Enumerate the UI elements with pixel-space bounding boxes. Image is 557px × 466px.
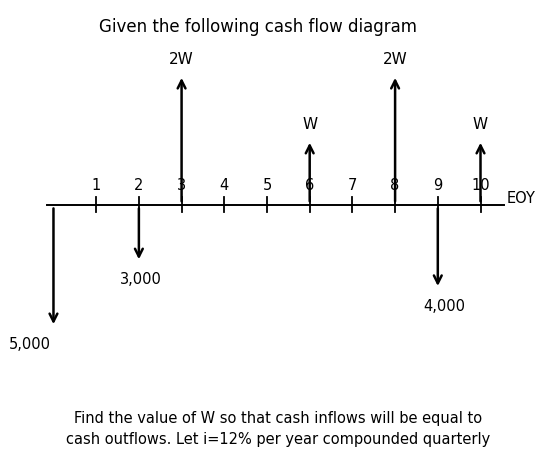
Text: 3: 3 bbox=[177, 178, 186, 192]
Text: 2: 2 bbox=[134, 178, 144, 192]
Text: 8: 8 bbox=[390, 178, 400, 192]
Text: Find the value of W so that cash inflows will be equal to
cash outflows. Let i=1: Find the value of W so that cash inflows… bbox=[66, 411, 491, 447]
Text: 9: 9 bbox=[433, 178, 442, 192]
Text: 6: 6 bbox=[305, 178, 314, 192]
Text: W: W bbox=[473, 117, 488, 132]
Text: Given the following cash flow diagram: Given the following cash flow diagram bbox=[100, 18, 417, 36]
Text: 5,000: 5,000 bbox=[9, 337, 51, 352]
Text: 4: 4 bbox=[219, 178, 229, 192]
Text: 3,000: 3,000 bbox=[120, 272, 162, 287]
Text: 4,000: 4,000 bbox=[423, 299, 465, 314]
Text: 10: 10 bbox=[471, 178, 490, 192]
Text: 2W: 2W bbox=[383, 52, 408, 68]
Text: 2W: 2W bbox=[169, 52, 194, 68]
Text: 5: 5 bbox=[262, 178, 272, 192]
Text: W: W bbox=[302, 117, 317, 132]
Text: 7: 7 bbox=[348, 178, 357, 192]
Text: EOY: EOY bbox=[507, 191, 536, 206]
Text: 1: 1 bbox=[91, 178, 101, 192]
